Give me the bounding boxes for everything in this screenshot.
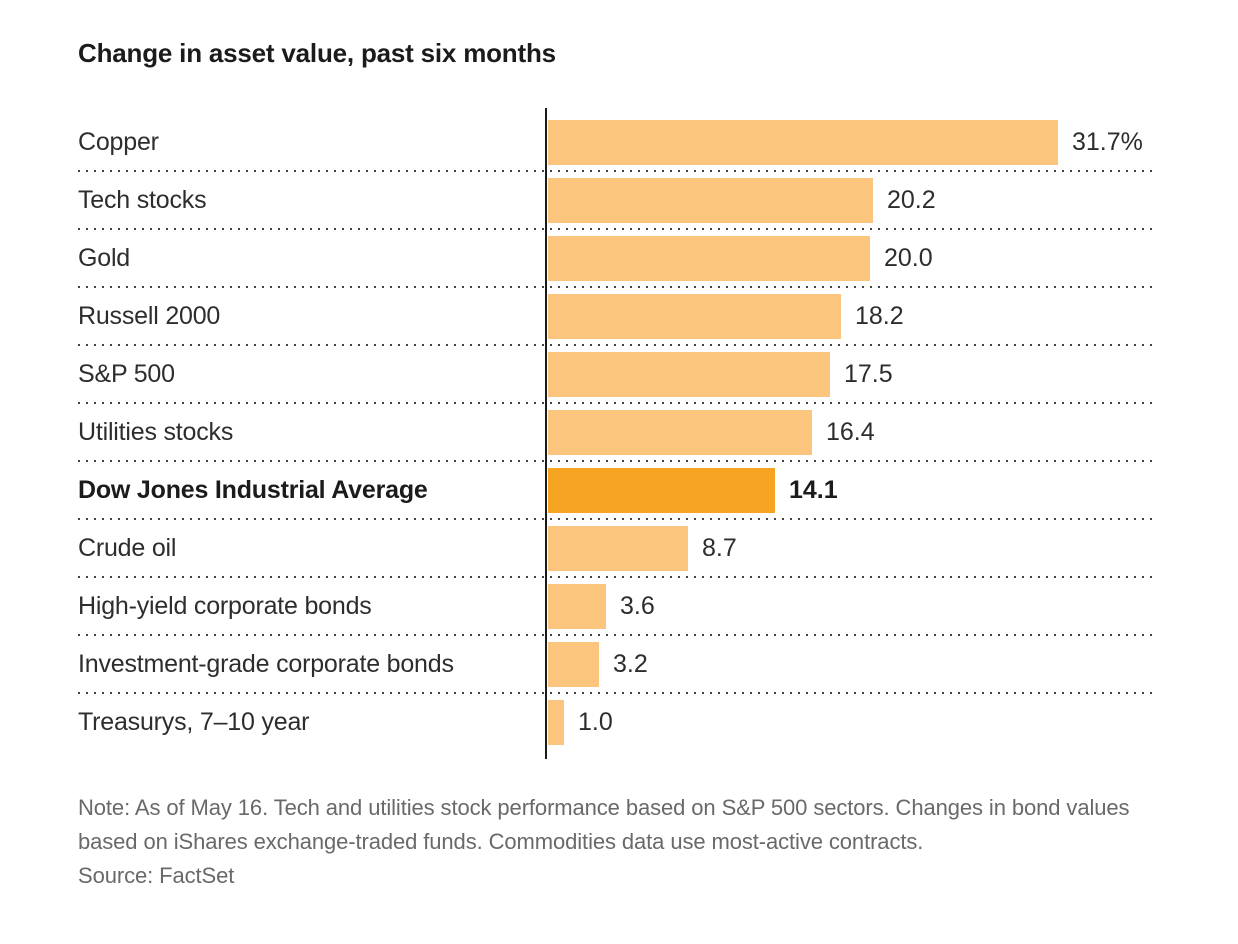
chart-row: High-yield corporate bonds 3.6 bbox=[78, 577, 1157, 637]
value-label: 8.7 bbox=[702, 533, 737, 562]
chart-row: S&P 500 17.5 bbox=[78, 345, 1157, 405]
category-label: Russell 2000 bbox=[78, 301, 221, 330]
chart-row: Gold 20.0 bbox=[78, 229, 1157, 289]
value-bar bbox=[548, 235, 870, 281]
bar-chart: Copper 31.7% Tech stocks 20.2 Gold 20.0 … bbox=[78, 108, 1157, 760]
bar-track: 31.7% bbox=[548, 113, 1157, 171]
chart-row: Russell 2000 18.2 bbox=[78, 287, 1157, 347]
value-label: 20.0 bbox=[884, 243, 933, 272]
bar-track: 14.1 bbox=[548, 461, 1157, 519]
category-label: Investment-grade corporate bonds bbox=[78, 649, 454, 678]
value-label: 16.4 bbox=[826, 417, 875, 446]
value-label: 20.2 bbox=[887, 185, 936, 214]
chart-row: Tech stocks 20.2 bbox=[78, 171, 1157, 231]
chart-row: Treasurys, 7–10 year 1.0 bbox=[78, 693, 1157, 751]
category-label: Tech stocks bbox=[78, 185, 207, 214]
value-bar bbox=[548, 119, 1058, 165]
category-label: Treasurys, 7–10 year bbox=[78, 707, 310, 736]
bar-track: 3.6 bbox=[548, 577, 1157, 635]
value-bar bbox=[548, 699, 564, 745]
source-credit: Source: FactSet bbox=[78, 863, 235, 889]
chart-row: Utilities stocks 16.4 bbox=[78, 403, 1157, 463]
bar-track: 18.2 bbox=[548, 287, 1157, 345]
value-label: 14.1 bbox=[789, 475, 838, 504]
bar-track: 16.4 bbox=[548, 403, 1157, 461]
bar-track: 17.5 bbox=[548, 345, 1157, 403]
chart-row: Dow Jones Industrial Average 14.1 bbox=[78, 461, 1157, 521]
footnote: Note: As of May 16. Tech and utilities s… bbox=[78, 795, 1130, 855]
value-label: 3.2 bbox=[613, 649, 648, 678]
value-bar bbox=[548, 467, 775, 513]
value-bar bbox=[548, 641, 599, 687]
value-label: 1.0 bbox=[578, 707, 613, 736]
bar-track: 20.2 bbox=[548, 171, 1157, 229]
category-label: Crude oil bbox=[78, 533, 177, 562]
value-label: 17.5 bbox=[844, 359, 893, 388]
category-label: Gold bbox=[78, 243, 131, 272]
category-label: Copper bbox=[78, 127, 159, 156]
chart-row: Investment-grade corporate bonds 3.2 bbox=[78, 635, 1157, 695]
value-label: 31.7% bbox=[1072, 127, 1143, 156]
asset-change-figure: Change in asset value, past six months C… bbox=[78, 38, 1157, 893]
bar-track: 3.2 bbox=[548, 635, 1157, 693]
zero-baseline-axis bbox=[545, 108, 547, 760]
bar-track: 8.7 bbox=[548, 519, 1157, 577]
category-label: Utilities stocks bbox=[78, 417, 234, 446]
value-bar bbox=[548, 525, 688, 571]
value-bar bbox=[548, 583, 606, 629]
bar-track: 20.0 bbox=[548, 229, 1157, 287]
chart-row: Crude oil 8.7 bbox=[78, 519, 1157, 579]
value-bar bbox=[548, 177, 873, 223]
category-label: S&P 500 bbox=[78, 359, 175, 388]
value-bar bbox=[548, 351, 830, 397]
category-label: Dow Jones Industrial Average bbox=[78, 475, 428, 504]
value-label: 3.6 bbox=[620, 591, 655, 620]
value-bar bbox=[548, 293, 841, 339]
value-label: 18.2 bbox=[855, 301, 904, 330]
value-bar bbox=[548, 409, 812, 455]
chart-title: Change in asset value, past six months bbox=[78, 38, 556, 68]
category-label: High-yield corporate bonds bbox=[78, 591, 372, 620]
chart-row: Copper 31.7% bbox=[78, 113, 1157, 173]
bar-track: 1.0 bbox=[548, 693, 1157, 751]
